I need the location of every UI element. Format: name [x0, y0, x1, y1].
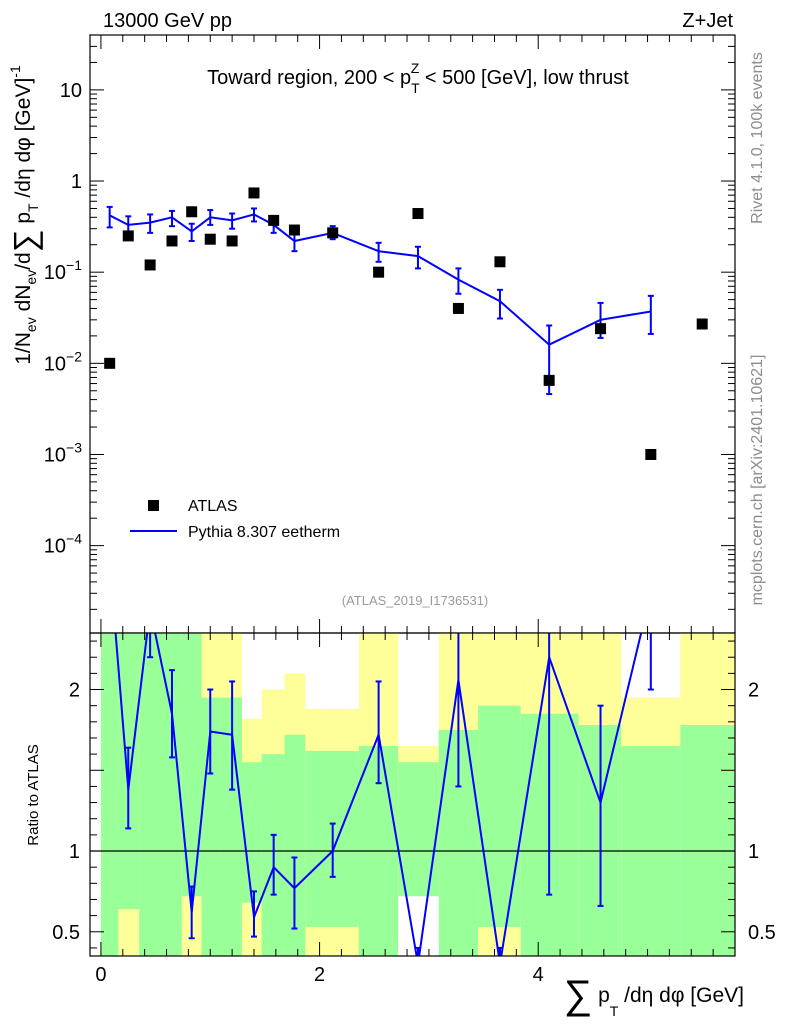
atlas-point: [595, 323, 607, 335]
plot-title-post: < 500 [GeV], low thrust: [419, 67, 629, 89]
main-y-tick-label: 10−2: [44, 348, 82, 375]
x-tick-label: 0: [95, 964, 106, 986]
plot-title-pre: Toward region, 200 < p: [207, 67, 411, 89]
ratio-band-yellow: [305, 926, 359, 956]
x-tick-label: 2: [314, 964, 325, 986]
atlas-point: [104, 357, 116, 369]
ratio-y-tick-label-right: 2: [748, 680, 759, 702]
ratio-band-gap: [398, 896, 439, 956]
atlas-point: [327, 227, 339, 239]
main-y-tick-label: 10: [60, 80, 82, 102]
main-y-tick-label: 10−1: [44, 257, 82, 284]
energy-label: 13000 GeV pp: [103, 10, 232, 32]
ratio-y-tick-label-left: 1: [69, 841, 80, 863]
ratio-band-yellow: [118, 909, 140, 956]
ratio-band-green: [181, 633, 202, 956]
main-frame: [89, 34, 736, 634]
atlas-point: [543, 374, 555, 386]
ratio-band-green: [161, 633, 182, 956]
main-y-tick-label: 10−3: [44, 439, 82, 466]
analysis-tag: (ATLAS_2019_I1736531): [342, 593, 488, 608]
x-axis-label: ∑ pT /dη dφ [GeV]: [564, 973, 744, 1019]
atlas-point: [122, 230, 134, 242]
ratio-band-green: [139, 633, 162, 956]
atlas-point: [186, 206, 198, 218]
process-label: Z+Jet: [682, 10, 733, 32]
atlas-point: [412, 208, 424, 220]
atlas-point: [373, 266, 385, 278]
atlas-point: [166, 235, 178, 247]
atlas-point: [268, 214, 280, 226]
main-y-axis-label: 1/Nev dNev/d∑ pT /dη dφ [GeV]-1: [7, 65, 43, 365]
main-y-tick-label: 1: [71, 171, 82, 193]
main-panel: 10 1 10−1 10−2 10−3 10−4 Toward region, 200 <…: [7, 34, 736, 634]
ratio-band-green: [100, 633, 119, 956]
legend: ATLAS Pythia 8.307 eetherm: [130, 498, 340, 541]
atlas-point: [696, 318, 708, 330]
x-tick-label: 4: [533, 964, 544, 986]
atlas-point: [645, 448, 657, 460]
ratio-y-axis-label: Ratio to ATLAS: [25, 744, 42, 845]
atlas-point: [452, 302, 464, 314]
legend-pythia-label: Pythia 8.307 eetherm: [188, 524, 340, 541]
ratio-band-green: [680, 725, 735, 956]
atlas-point: [226, 235, 238, 247]
ratio-band-green: [220, 697, 242, 956]
ratio-line: [114, 633, 643, 956]
ratio-frame: [89, 632, 736, 957]
ratio-band-yellow: [241, 902, 262, 956]
ratio-y-tick-label-left: 2: [69, 680, 80, 702]
legend-atlas-label: ATLAS: [188, 498, 238, 515]
plot-title: Toward region, 200 < pTZ < 500 [GeV], lo…: [207, 60, 629, 96]
atlas-point: [144, 259, 156, 271]
atlas-point: [204, 233, 216, 245]
plot-title-sub: T: [411, 80, 420, 96]
legend-atlas-marker: [148, 500, 159, 511]
main-y-tick-label: 10−4: [44, 531, 82, 558]
ratio-panel: 0.5 0.5 1 1 2 2 0 2 4 Ratio to ATLAS: [25, 632, 776, 986]
atlas-point: [248, 187, 260, 199]
rivet-version-label: Rivet 4.1.0, 100k events: [749, 52, 766, 224]
plot-title-sup: Z: [411, 60, 420, 76]
ratio-band-green: [478, 705, 521, 956]
atlas-point: [494, 256, 506, 268]
ratio-band-green: [284, 734, 306, 956]
ratio-y-tick-label-right: 1: [748, 841, 759, 863]
atlas-point: [288, 224, 300, 236]
mcplots-label: mcplots.cern.ch [arXiv:2401.10621]: [749, 355, 766, 606]
pythia-line: [109, 213, 651, 346]
ratio-y-tick-label-right: 0.5: [748, 922, 776, 944]
ratio-y-tick-label-left: 0.5: [52, 922, 80, 944]
